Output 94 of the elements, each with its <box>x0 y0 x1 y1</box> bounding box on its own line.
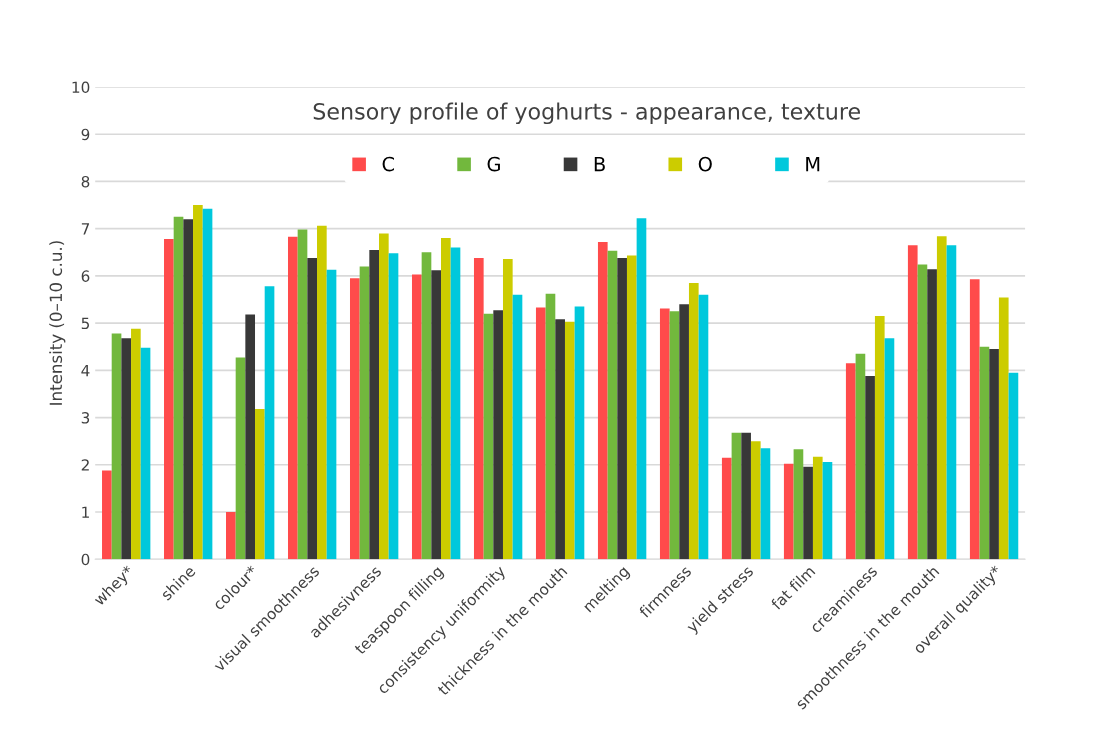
bar <box>326 269 337 560</box>
bar <box>679 304 689 560</box>
y-tick-label: 9 <box>81 128 90 141</box>
y-tick-label: 2 <box>81 459 89 471</box>
bar <box>193 205 203 560</box>
text: Sensory profile of yoghurts - appearance, texture <box>313 102 860 125</box>
bar <box>626 255 637 560</box>
bar <box>226 511 236 560</box>
y-tick-label: 7 <box>81 223 90 235</box>
bar <box>822 461 833 560</box>
bar <box>845 363 856 560</box>
bar <box>431 270 441 560</box>
bar <box>545 293 556 560</box>
bar <box>865 375 875 560</box>
bar <box>669 311 680 560</box>
bar <box>245 314 256 560</box>
bar <box>140 347 151 560</box>
bar <box>131 328 141 560</box>
bar <box>502 258 513 560</box>
x-tick-label: fat film <box>769 564 816 611</box>
bar <box>288 236 298 560</box>
bar <box>936 236 947 560</box>
bar <box>617 257 627 560</box>
bar <box>741 432 751 560</box>
bar <box>731 432 742 560</box>
bar <box>574 306 585 560</box>
bar <box>164 239 174 560</box>
bar <box>989 349 999 560</box>
bar <box>564 321 575 560</box>
y-tick-label: 0 <box>81 553 90 566</box>
bar <box>597 241 608 560</box>
bar <box>884 338 895 560</box>
bar <box>512 294 523 560</box>
bar <box>750 441 761 560</box>
bar <box>760 448 771 560</box>
bar <box>946 245 957 560</box>
bar <box>607 250 618 560</box>
y-tick-label: 8 <box>81 175 90 188</box>
bar <box>369 249 379 560</box>
bar <box>535 307 546 560</box>
bar <box>917 264 928 560</box>
bar <box>173 216 184 560</box>
y-tick-label: 4 <box>81 364 90 377</box>
bar <box>969 279 980 560</box>
legend-label: C <box>382 156 394 172</box>
y-tick-label: 1 <box>82 506 89 518</box>
bar <box>255 409 265 560</box>
bar <box>121 338 132 560</box>
bar <box>317 225 327 560</box>
bar <box>979 346 990 560</box>
bar <box>183 219 194 560</box>
bar <box>636 218 647 560</box>
bar <box>688 282 699 560</box>
bar <box>855 353 866 560</box>
bar <box>440 238 451 560</box>
bar <box>659 308 670 560</box>
bar <box>812 456 823 560</box>
bar <box>555 319 565 560</box>
bar <box>264 286 275 560</box>
bar <box>721 457 732 560</box>
bar <box>874 316 885 560</box>
y-tick-label: 10 <box>72 81 90 94</box>
bar <box>111 333 122 560</box>
y-axis-title: Intensity (0–10 c.u.) <box>49 241 66 405</box>
bar <box>421 252 432 560</box>
bar <box>927 269 937 560</box>
legend-label: M <box>806 156 820 172</box>
bar <box>493 310 503 560</box>
bar <box>102 470 112 560</box>
bar <box>349 278 360 560</box>
legend-label: B <box>594 156 605 172</box>
bar <box>307 257 318 560</box>
bar <box>1008 372 1019 560</box>
bar <box>235 357 246 560</box>
bar <box>907 245 918 560</box>
bar <box>473 257 484 560</box>
bar <box>698 294 709 560</box>
legend-label: G <box>487 156 500 172</box>
bar <box>483 313 494 560</box>
bar <box>297 229 308 560</box>
bar <box>202 208 213 560</box>
bar <box>411 274 422 560</box>
bar <box>998 297 1009 560</box>
y-tick-label: 5 <box>81 317 90 330</box>
y-tick-label: 3 <box>81 412 90 424</box>
bar <box>803 466 813 560</box>
legend-label: O <box>698 156 712 172</box>
bar <box>783 463 794 560</box>
bar <box>388 253 399 560</box>
bar <box>379 233 389 560</box>
y-tick-label: 6 <box>81 270 90 282</box>
bar <box>793 449 804 560</box>
bar <box>359 266 370 560</box>
bar <box>450 247 461 560</box>
